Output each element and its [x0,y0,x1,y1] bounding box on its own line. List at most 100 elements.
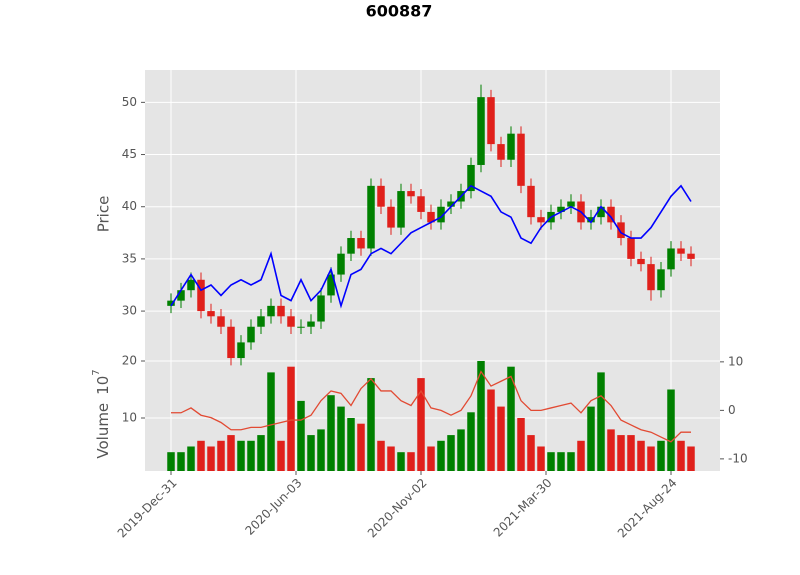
candle-body [427,211,435,223]
y2-tick-label: 10 [728,354,743,368]
candle-body [677,248,685,254]
candle-body [257,316,265,327]
candle-body [207,311,215,317]
candle-body [377,185,385,207]
volume-bar [537,446,545,471]
volume-bar [567,452,575,471]
volume-bar [227,435,235,471]
indicator-line [171,370,691,443]
volume-bar [547,452,555,471]
volume-bar [307,435,315,471]
candle-body [497,144,505,160]
volume-bar [357,423,365,471]
volume-bar [277,440,285,471]
volume-bar [497,406,505,471]
volume-bar [687,446,695,471]
candle-body [447,201,455,207]
volume-bar [187,446,195,471]
volume-bar [327,395,335,471]
candle-body [477,97,485,165]
candle-body [317,295,325,322]
candle-body [227,326,235,359]
candle-body [467,164,475,192]
volume-bar [667,389,675,471]
candle-body [357,238,365,249]
volume-axis-label: Volume 107 [91,369,112,458]
volume-bar [387,446,395,471]
x-tick-label: 2020-Nov-02 [365,476,430,541]
volume-bar [477,360,485,471]
x-tick-label: 2020-Jun-03 [242,476,304,538]
volume-bar [617,435,625,471]
candle-body [397,191,405,228]
volume-bar [487,389,495,471]
candle-body [277,305,285,317]
volume-bar [247,440,255,471]
candle-body [537,217,545,223]
candle-body [687,253,695,259]
candle-body [177,290,185,301]
y-tick-label: 35 [122,251,137,265]
candle-body [297,326,305,328]
candle-body [327,274,335,296]
candle-body [347,238,355,254]
volume-bar [637,440,645,471]
candle-body [637,258,645,265]
volume-bar [237,440,245,471]
candle-body [267,305,275,317]
volume-bar [197,440,205,471]
y-tick-label: 10 [122,410,137,424]
volume-bar [527,435,535,471]
candle-body [407,191,415,197]
volume-bar [297,400,305,471]
candle-body [517,133,525,186]
candle-body [567,201,575,207]
candle-body [167,300,175,306]
volume-offset-exponent: 7 [91,369,102,375]
y-tick-label: 50 [122,95,137,109]
volume-bar [207,446,215,471]
volume-bar [267,372,275,471]
y-axis-label: Price [95,196,113,233]
volume-bar [377,440,385,471]
candle-body [197,279,205,312]
volume-bar [577,440,585,471]
candle-body [367,185,375,249]
candle-body [617,222,625,239]
candle-body [247,326,255,343]
candle-body [187,279,195,291]
volume-bar [647,446,655,471]
candle-body [387,206,395,228]
candle-body [237,342,245,359]
candle-body [437,206,445,223]
candle-body [217,316,225,327]
y-tick-label: 30 [122,304,137,318]
candle-body [647,264,655,291]
volume-label: Volume [94,403,112,459]
volume-bar [367,378,375,471]
volume-bar [177,452,185,471]
volume-bar [437,440,445,471]
candle-body [287,316,295,327]
candle-body [607,206,615,223]
candle-body [627,238,635,259]
candle-body [557,206,565,212]
volume-bar [217,440,225,471]
volume-bar [507,366,515,471]
candle-body [507,133,515,160]
volume-bar [317,429,325,471]
candle-body [527,185,535,218]
volume-bar [457,429,465,471]
y2-tick-label: -10 [728,451,748,465]
candle-body [307,321,315,327]
y2-tick-label: 0 [728,403,736,417]
overlay-line [170,184,692,309]
candle-body [587,217,595,223]
volume-bar [397,452,405,471]
volume-bar [427,446,435,471]
volume-bar [657,440,665,471]
volume-bar [337,406,345,471]
volume-bar [447,435,455,471]
volume-bar [257,435,265,471]
